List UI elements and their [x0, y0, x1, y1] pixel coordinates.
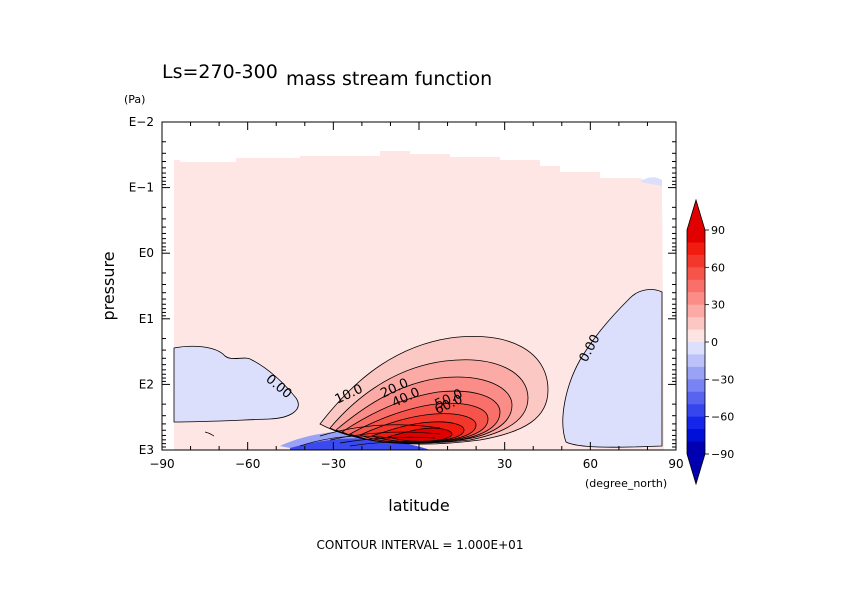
- colorbar-band: [687, 342, 705, 355]
- colorbar-band: [687, 254, 705, 268]
- negative-field-top-right: [640, 177, 662, 186]
- chart-title: mass stream function: [286, 68, 492, 90]
- colorbar-bottom-arrow: [687, 454, 705, 484]
- x-tick-label: −90: [149, 457, 174, 471]
- x-tick-label: −60: [235, 457, 260, 471]
- colorbar-label: −60: [711, 411, 734, 424]
- colorbar-band: [687, 242, 705, 256]
- y-tick-label: E2: [139, 377, 154, 391]
- colorbar-band: [687, 429, 705, 443]
- colorbar-label: 30: [711, 299, 725, 312]
- colorbar-label: −30: [711, 373, 734, 386]
- x-axis: −90 −60 −30 0 30 60 90: [149, 122, 684, 471]
- x-tick-label: 90: [668, 457, 683, 471]
- y-tick-label: E1: [139, 312, 154, 326]
- colorbar-label: 60: [711, 261, 725, 274]
- colorbar-band: [687, 267, 705, 281]
- colorbar-band: [687, 317, 705, 331]
- y-unit-label: (Pa): [124, 93, 145, 106]
- colorbar-band: [687, 292, 705, 306]
- colorbar-label: 90: [711, 224, 725, 237]
- colorbar-band: [687, 329, 705, 343]
- x-axis-label: latitude: [388, 496, 449, 515]
- colorbar-label: −90: [711, 448, 734, 461]
- surface-contours: [204, 424, 441, 447]
- cell-contour-80: [386, 427, 453, 442]
- colorbar-band: [687, 230, 705, 243]
- colorbar-label: 0: [711, 336, 718, 349]
- overturning-cell: [319, 336, 549, 445]
- colorbar-band: [687, 416, 705, 430]
- y-tick-label: E0: [139, 246, 154, 260]
- negative-field-left: [173, 345, 299, 423]
- colorbar-band: [687, 279, 705, 293]
- colorbar-band: [687, 391, 705, 405]
- x-tick-label: −30: [321, 457, 346, 471]
- y-tick-label: E3: [139, 443, 154, 457]
- x-tick-label: 60: [583, 457, 598, 471]
- x-tick-label: 0: [415, 457, 423, 471]
- y-axis-label: pressure: [99, 251, 118, 320]
- x-tick-label: 30: [497, 457, 512, 471]
- y-axis: E−2 E−1 E0 E1 E2 E3: [129, 115, 676, 457]
- colorbar-band: [687, 354, 705, 368]
- colorbar: 90 60 30 0 −30 −60 −90: [686, 198, 734, 486]
- plot-area: 0.00 10.0 20.040.0 50.060.00.00: [161, 121, 677, 451]
- colorbar-band: [687, 404, 705, 418]
- y-tick-label: E−1: [129, 181, 154, 195]
- colorbar-top-arrow: [687, 200, 705, 230]
- negative-field-right: [562, 289, 663, 448]
- colorbar-band: [687, 379, 705, 393]
- colorbar-band: [687, 441, 705, 455]
- x-unit-label: (degree_north): [585, 477, 667, 490]
- colorbar-band: [687, 304, 705, 318]
- y-tick-label: E−2: [129, 115, 154, 129]
- chart-subtitle: Ls=270-300: [162, 61, 278, 83]
- contour-interval-note: CONTOUR INTERVAL = 1.000E+01: [317, 538, 524, 552]
- colorbar-band: [687, 366, 705, 380]
